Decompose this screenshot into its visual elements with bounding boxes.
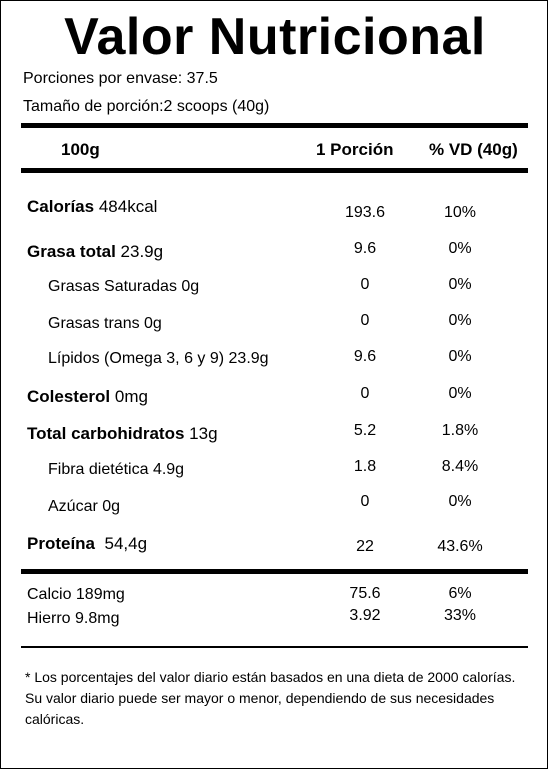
thick-divider — [21, 168, 528, 173]
row-fiber-label: Fibra dietética 4.9g — [48, 461, 185, 478]
row-iron-label: Hierro 9.8mg — [27, 610, 120, 627]
nutrient-name: Total carbohidratos — [27, 424, 185, 443]
row-fiber-dv: 8.4% — [441, 458, 479, 475]
row-fiber-serving: 1.8 — [353, 458, 377, 475]
row-cholesterol-label: Colesterol 0mg — [27, 386, 148, 407]
row-iron-dv: 33% — [443, 607, 477, 624]
nutrient-name: Grasa total — [27, 242, 116, 261]
thin-divider — [21, 646, 528, 648]
row-iron-serving: 3.92 — [349, 607, 381, 624]
row-total-fat-serving: 9.6 — [353, 240, 377, 257]
row-saturated-fat-serving: 0 — [360, 276, 370, 293]
header-per100g: 100g — [61, 140, 100, 159]
row-cholesterol-serving: 0 — [360, 385, 370, 402]
row-lipids-label: Lípidos (Omega 3, 6 y 9) 23.9g — [48, 350, 269, 367]
row-calories-serving: 193.6 — [344, 204, 386, 221]
row-carbs-dv: 1.8% — [441, 422, 479, 439]
row-sugar-dv: 0% — [448, 493, 472, 510]
row-calcium-label: Calcio 189mg — [27, 586, 125, 603]
header-daily-value: % VD (40g) — [429, 140, 518, 159]
serving-size: Tamaño de porción:2 scoops (40g) — [23, 98, 270, 115]
row-protein-label: Proteína 54,4g — [27, 533, 147, 554]
label-title: Valor Nutricional — [64, 8, 486, 66]
row-trans-fat-dv: 0% — [448, 312, 472, 329]
footnote: * Los porcentajes del valor diario están… — [25, 669, 516, 727]
row-total-fat-dv: 0% — [448, 240, 472, 257]
row-carbs-serving: 5.2 — [353, 422, 377, 439]
row-trans-fat-serving: 0 — [360, 312, 370, 329]
row-calories-label: Calorías 484kcal — [27, 196, 157, 217]
row-protein-dv: 43.6% — [437, 538, 483, 555]
row-lipids-serving: 9.6 — [353, 348, 377, 365]
row-cholesterol-dv: 0% — [448, 385, 472, 402]
nutrient-amount: 13g — [189, 424, 218, 443]
row-carbs-label: Total carbohidratos 13g — [27, 423, 218, 444]
row-calcium-dv: 6% — [448, 585, 472, 602]
nutrient-name: Colesterol — [27, 387, 111, 406]
header-per-serving: 1 Porción — [316, 140, 394, 159]
row-sugar-label: Azúcar 0g — [48, 498, 121, 515]
row-saturated-fat-label: Grasas Saturadas 0g — [48, 278, 200, 295]
row-calcium-serving: 75.6 — [349, 585, 381, 602]
row-sugar-serving: 0 — [360, 493, 370, 510]
nutrient-amount: 23.9g — [120, 242, 164, 261]
row-saturated-fat-dv: 0% — [448, 276, 472, 293]
thick-divider — [21, 123, 528, 128]
servings-per-container: Porciones por envase: 37.5 — [23, 70, 218, 87]
thick-divider — [21, 569, 528, 574]
nutrient-amount: 484kcal — [98, 197, 158, 216]
row-protein-serving: 22 — [356, 538, 374, 555]
row-calories-dv: 10% — [443, 204, 477, 221]
nutrient-name: Calorías — [27, 197, 95, 216]
row-lipids-dv: 0% — [448, 348, 472, 365]
nutrient-name: Proteína — [27, 534, 96, 553]
row-trans-fat-label: Grasas trans 0g — [48, 315, 162, 332]
nutrient-amount: 0mg — [114, 387, 148, 406]
nutrient-amount: 54,4g — [104, 534, 148, 553]
row-total-fat-label: Grasa total 23.9g — [27, 241, 163, 262]
